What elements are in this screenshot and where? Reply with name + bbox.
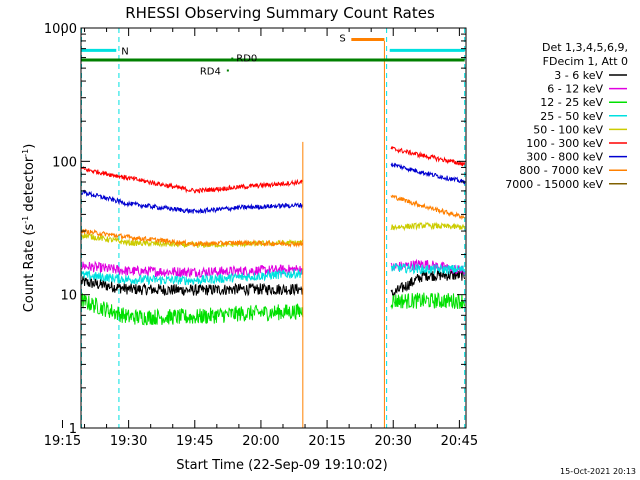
legend: Det 1,3,4,5,6,9, FDecim 1, Att 0 3 - 6 k…	[505, 41, 628, 191]
legend-entry-label: 800 - 7000 keV	[519, 164, 603, 177]
y-axis-label: Count Rate (s-1 detector-1)	[21, 144, 37, 313]
legend-entry-label: 7000 - 15000 keV	[505, 178, 603, 191]
y-tick-label: 1	[69, 422, 77, 437]
series-25-50keV	[80, 262, 466, 286]
series-line-before-gap	[80, 228, 304, 248]
legend-entry-label: 300 - 800 keV	[526, 151, 603, 164]
y-tick-label: 1000	[44, 22, 77, 37]
series-line-after-gap	[390, 221, 466, 232]
x-tick-label: 20:45	[441, 434, 478, 449]
series-line-before-gap	[80, 292, 304, 326]
legend-entry-label: 12 - 25 keV	[540, 96, 603, 109]
series-300-800keV	[81, 162, 466, 215]
series-line-before-gap	[81, 260, 304, 279]
series-line-after-gap	[390, 267, 466, 298]
legend-entry-label: 6 - 12 keV	[547, 83, 603, 96]
series-12-25keV	[80, 291, 466, 326]
y-tick-label: 100	[52, 155, 77, 170]
x-tick-label: 20:15	[308, 434, 345, 449]
rd4-label: RD4	[200, 67, 221, 78]
x-tick-label: 20:30	[374, 434, 411, 449]
x-tick-label: 19:30	[110, 434, 147, 449]
night-flag-label: N	[121, 46, 128, 57]
rd0-label: RD0	[236, 54, 257, 65]
series-line-after-gap	[390, 291, 466, 310]
chart-title: RHESSI Observing Summary Count Rates	[125, 4, 435, 22]
legend-header-line-2: FDecim 1, Att 0	[543, 55, 628, 68]
series-line-before-gap	[81, 189, 304, 215]
x-tick-label: 19:45	[176, 434, 213, 449]
rd0-marker	[231, 57, 234, 60]
generated-timestamp: 15-Oct-2021 20:13	[560, 467, 636, 476]
legend-entry-label: 3 - 6 keV	[554, 69, 603, 82]
legend-entry-label: 25 - 50 keV	[540, 110, 603, 123]
x-tick-label: 19:15	[44, 434, 81, 449]
series-800-7000keV	[80, 194, 466, 248]
x-axis-label: Start Time (22-Sep-09 19:10:02)	[176, 458, 387, 473]
legend-entry-label: 50 - 100 keV	[533, 123, 603, 136]
series-line-after-gap	[390, 162, 466, 185]
rd4-marker	[226, 69, 229, 72]
legend-header-line-1: Det 1,3,4,5,6,9,	[542, 41, 628, 54]
series-line-before-gap	[80, 268, 304, 286]
series-line-before-gap	[80, 276, 304, 297]
series-line-before-gap	[81, 165, 303, 194]
legend-entry-label: 100 - 300 keV	[526, 137, 603, 150]
saa-flag-label: S	[339, 33, 345, 44]
series-line-after-gap	[390, 194, 466, 221]
x-tick-label: 20:00	[242, 434, 279, 449]
plot-frame	[80, 27, 467, 429]
series-line-after-gap	[390, 145, 466, 167]
y-tick-label: 10	[60, 289, 77, 304]
series-line-after-gap	[390, 262, 466, 276]
series-100-300keV	[81, 145, 466, 194]
